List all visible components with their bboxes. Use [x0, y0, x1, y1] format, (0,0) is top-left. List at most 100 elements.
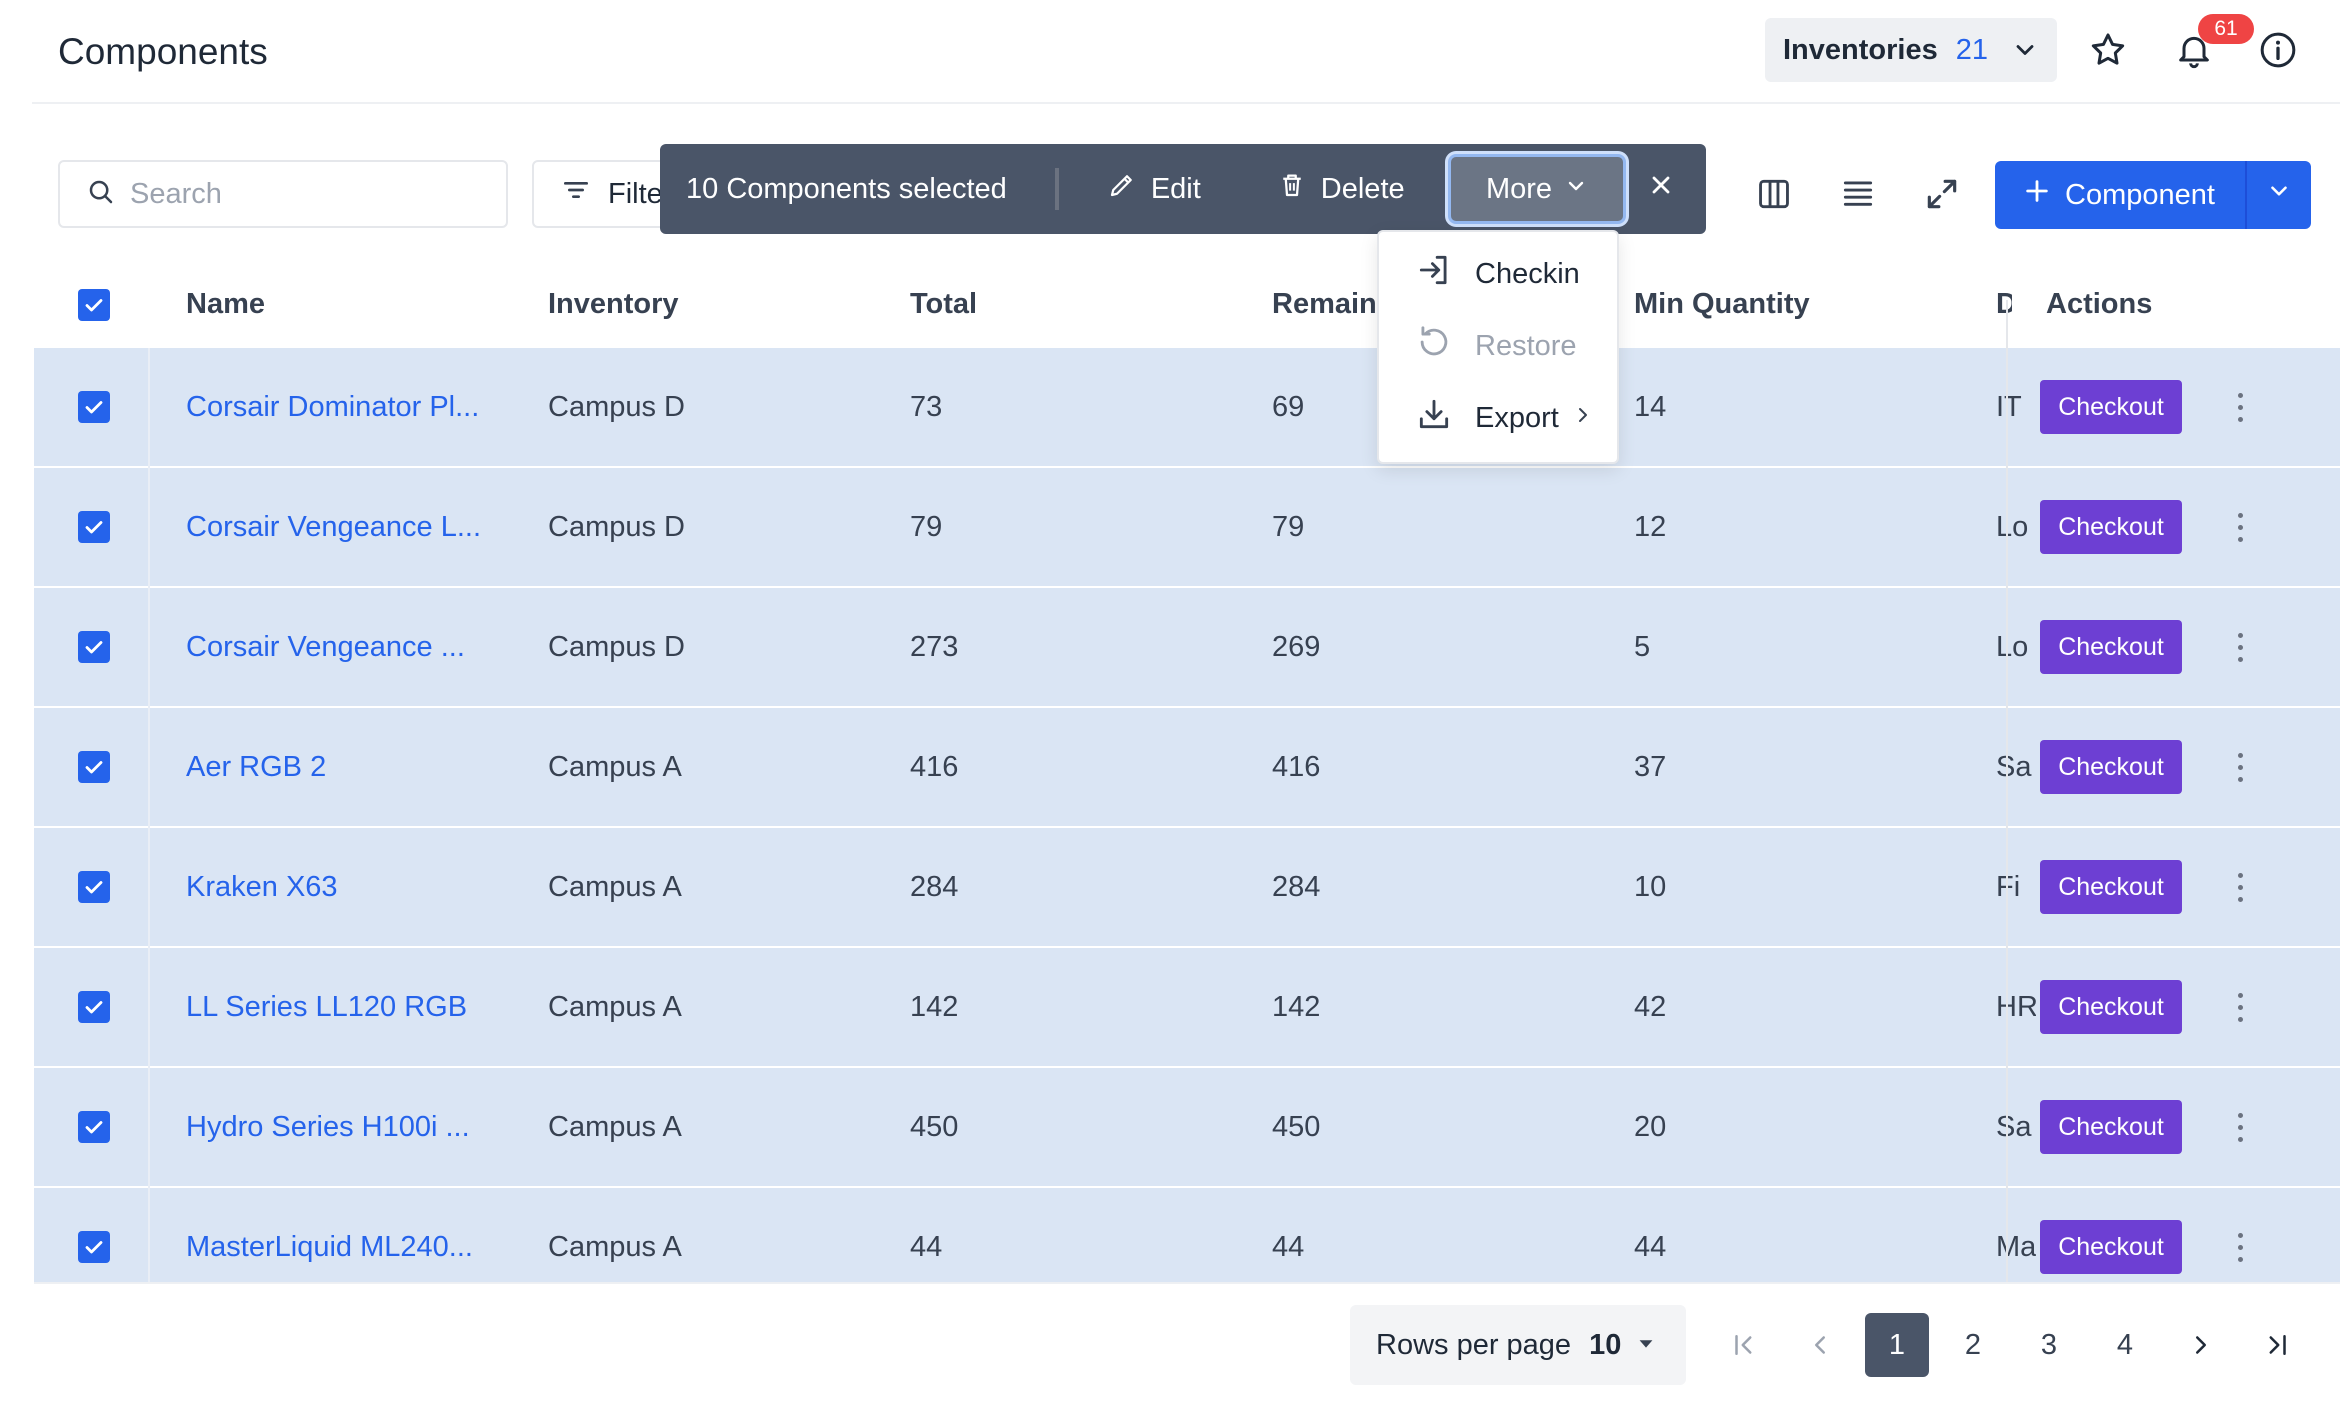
cell-inventory: Campus D: [548, 391, 685, 423]
row-checkbox[interactable]: [78, 991, 110, 1023]
page-button-2[interactable]: 2: [1964, 1328, 1982, 1361]
row-menu-icon[interactable]: [2230, 620, 2250, 674]
row-menu-icon[interactable]: [2230, 500, 2250, 554]
row-checkbox[interactable]: [78, 391, 110, 423]
sticky-column-divider: [2006, 300, 2008, 1282]
cell-min-quantity: 37: [1634, 751, 1667, 783]
page-button-3[interactable]: 3: [2040, 1328, 2058, 1361]
columns-icon[interactable]: [1745, 165, 1803, 223]
cell-name[interactable]: Kraken X63: [186, 871, 338, 903]
close-selection-button[interactable]: [1638, 166, 1684, 212]
column-header-min-quantity[interactable]: Min Quantity: [1634, 288, 1810, 320]
inventory-selector[interactable]: Inventories 21: [1765, 18, 2057, 82]
last-page-button[interactable]: [2245, 1313, 2309, 1377]
checkout-button[interactable]: Checkout: [2040, 500, 2182, 554]
page-button-1[interactable]: 1: [1865, 1313, 1929, 1377]
cell-d: Fi: [1996, 871, 2021, 903]
prev-page-button[interactable]: [1788, 1313, 1852, 1377]
table-row[interactable]: Hydro Series H100i ... Campus A 450 450 20 Sa…: [34, 1068, 2340, 1188]
add-component-label: Component: [2065, 178, 2215, 211]
cell-inventory: Campus A: [548, 871, 682, 903]
page-button-4[interactable]: 4: [2116, 1328, 2134, 1361]
table-row[interactable]: Kraken X63 Campus A 284 284 10 Fi Checkout: [34, 828, 2340, 948]
checkin-icon: [1415, 251, 1453, 297]
filter-icon: [560, 174, 592, 214]
cell-d: HR: [1996, 991, 2036, 1023]
search-input[interactable]: [128, 176, 492, 212]
cell-name[interactable]: Aer RGB 2: [186, 751, 327, 783]
checkout-button[interactable]: Checkout: [2040, 740, 2182, 794]
expand-icon[interactable]: [1913, 165, 1971, 223]
cell-name[interactable]: Corsair Dominator Pl...: [186, 391, 480, 423]
checkbox-column-divider: [148, 348, 150, 1282]
cell-name[interactable]: LL Series LL120 RGB: [186, 991, 468, 1023]
table-row[interactable]: Corsair Vengeance L... Campus D 79 79 12 Lo Ch…: [34, 468, 2340, 588]
check-icon: [85, 881, 103, 894]
row-checkbox[interactable]: [78, 511, 110, 543]
cell-name[interactable]: Corsair Vengeance L...: [186, 511, 482, 543]
cell-inventory: Campus A: [548, 1111, 682, 1143]
edit-button[interactable]: Edit: [1107, 170, 1201, 208]
bell-icon[interactable]: [2166, 22, 2222, 78]
delete-button-label: Delete: [1320, 172, 1405, 205]
close-icon: [1647, 171, 1675, 207]
row-checkbox[interactable]: [78, 631, 110, 663]
first-page-button[interactable]: [1712, 1313, 1776, 1377]
info-icon[interactable]: [2250, 22, 2306, 78]
cell-remaining: 142: [1272, 991, 1321, 1023]
column-header-remaining[interactable]: Remaining: [1272, 288, 1380, 320]
add-component-button[interactable]: Component: [1995, 161, 2311, 229]
row-menu-icon[interactable]: [2230, 740, 2250, 794]
more-button[interactable]: More: [1448, 154, 1626, 224]
column-header-inventory[interactable]: Inventory: [548, 288, 679, 320]
check-icon: [85, 641, 103, 654]
checkout-button[interactable]: Checkout: [2040, 620, 2182, 674]
table-row[interactable]: Corsair Dominator Pl... Campus D 73 69 14 IT C…: [34, 348, 2340, 468]
row-checkbox[interactable]: [78, 1231, 110, 1263]
cell-name[interactable]: Hydro Series H100i ...: [186, 1111, 470, 1143]
checkout-button[interactable]: Checkout: [2040, 1220, 2182, 1274]
row-menu-icon[interactable]: [2230, 1100, 2250, 1154]
header-divider: [32, 102, 2340, 104]
column-header-name[interactable]: Name: [186, 288, 265, 320]
chevron-right-icon: [2196, 1336, 2206, 1354]
menu-item-checkin[interactable]: Checkin: [1379, 242, 1617, 306]
rows-per-page-select[interactable]: Rows per page 10: [1350, 1305, 1686, 1385]
row-menu-icon[interactable]: [2230, 1220, 2250, 1274]
checkout-button[interactable]: Checkout: [2040, 860, 2182, 914]
star-icon[interactable]: [2080, 22, 2136, 78]
add-component-main[interactable]: Component: [1995, 161, 2245, 229]
inventory-count: 21: [1955, 33, 1988, 66]
menu-item-export[interactable]: Export: [1379, 386, 1617, 450]
checkout-button[interactable]: Checkout: [2040, 1100, 2182, 1154]
rows-per-page-value: 10: [1589, 1328, 1622, 1361]
rows-per-page-label: Rows per page: [1376, 1328, 1572, 1361]
chevron-down-icon: [1564, 173, 1588, 206]
table-row[interactable]: LL Series LL120 RGB Campus A 142 142 42 HR Che…: [34, 948, 2340, 1068]
cell-inventory: Campus A: [548, 751, 682, 783]
table-row[interactable]: Aer RGB 2 Campus A 416 416 37 Sa Checkout: [34, 708, 2340, 828]
row-menu-icon[interactable]: [2230, 380, 2250, 434]
cell-name[interactable]: MasterLiquid ML240...: [186, 1231, 473, 1263]
table-row[interactable]: MasterLiquid ML240... Campus A 44 44 44 Ma Che…: [34, 1188, 2340, 1282]
checkout-button[interactable]: Checkout: [2040, 380, 2182, 434]
column-header-total[interactable]: Total: [910, 288, 978, 320]
row-menu-icon[interactable]: [2230, 860, 2250, 914]
row-checkbox[interactable]: [78, 751, 110, 783]
table-row[interactable]: Corsair Vengeance ... Campus D 273 269 5 Lo Ch…: [34, 588, 2340, 708]
select-all-checkbox[interactable]: [78, 289, 110, 321]
add-component-dropdown[interactable]: [2247, 161, 2311, 229]
next-page-button[interactable]: [2169, 1313, 2233, 1377]
chevron-down-icon: [2266, 178, 2292, 212]
row-checkbox[interactable]: [78, 1111, 110, 1143]
checkout-button[interactable]: Checkout: [2040, 980, 2182, 1034]
delete-button[interactable]: Delete: [1277, 170, 1405, 208]
cell-name[interactable]: Corsair Vengeance ...: [186, 631, 465, 663]
search-box[interactable]: [58, 160, 508, 228]
row-menu-icon[interactable]: [2230, 980, 2250, 1034]
chevron-down-icon: [2011, 36, 2039, 72]
density-icon[interactable]: [1829, 165, 1887, 223]
row-checkbox[interactable]: [78, 871, 110, 903]
column-header-d[interactable]: D: [1996, 288, 2012, 320]
column-header-actions: Actions: [2046, 288, 2153, 320]
